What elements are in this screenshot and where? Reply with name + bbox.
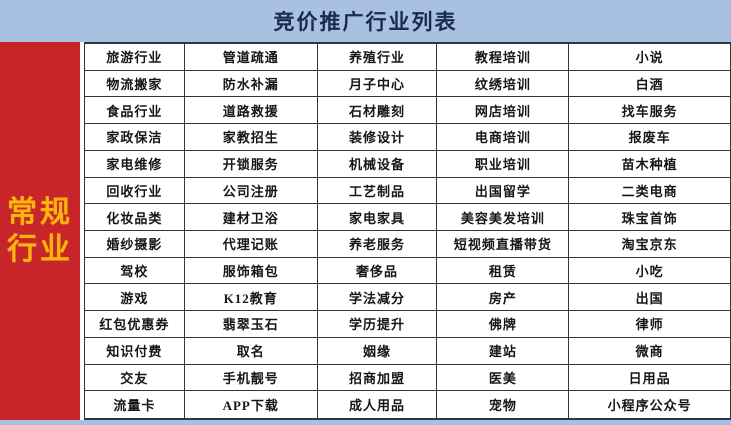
table-cell: 道路救援 (184, 97, 318, 125)
table-cell: 翡翠玉石 (184, 311, 318, 338)
table-cell: 知识付费 (85, 337, 185, 365)
table-cell: 防水补漏 (184, 70, 318, 98)
table-cell: 二类电商 (569, 177, 731, 205)
table-cell: 淘宝京东 (569, 230, 731, 258)
table-cell: 红包优惠券 (85, 311, 185, 338)
footer-strip (0, 420, 731, 425)
table-cell: 学历提升 (317, 311, 438, 338)
table-cell: 宠物 (437, 391, 570, 418)
table-cell: 管道疏通 (184, 44, 318, 71)
sidebar-label-line1: 常规 (7, 195, 73, 229)
table-cell: 流量卡 (85, 391, 185, 418)
table-cell: 奢侈品 (317, 257, 438, 285)
table-cell: 养殖行业 (317, 44, 438, 71)
table-cell: 纹绣培训 (437, 70, 570, 98)
table-cell: 家电家具 (317, 204, 438, 231)
table-cell: 建材卫浴 (184, 204, 318, 231)
table-cell: 佛牌 (437, 311, 570, 338)
table-cell: 取名 (184, 337, 318, 365)
table-cell: APP下载 (184, 391, 318, 418)
category-sidebar: 常规 行业 (0, 42, 80, 420)
page-title: 竞价推广行业列表 (273, 10, 458, 34)
table-cell: 招商加盟 (317, 364, 438, 392)
table-cell: 成人用品 (317, 391, 438, 418)
table-cell: 家政保洁 (85, 124, 185, 151)
table-cell: 交友 (85, 364, 185, 392)
table-cell: 石材雕刻 (317, 97, 438, 125)
sidebar-table-divider (80, 42, 84, 420)
table-cell: 珠宝首饰 (569, 204, 731, 231)
table-cell: 姻缘 (317, 337, 438, 365)
table-cell: 食品行业 (85, 97, 185, 125)
sidebar-label-line2: 行业 (7, 233, 73, 266)
table-cell: 微商 (569, 337, 731, 365)
table-cell: 租赁 (437, 257, 570, 285)
table-cell: 职业培训 (437, 150, 570, 178)
table-cell: 小说 (569, 44, 731, 71)
page-header: 竞价推广行业列表 (0, 0, 731, 42)
table-cell: 出国 (569, 284, 731, 312)
table-cell: 物流搬家 (85, 70, 185, 98)
table-cell: 家教招生 (184, 124, 318, 151)
table-cell: 月子中心 (317, 70, 438, 98)
table-cell: K12教育 (184, 284, 318, 312)
table-cell: 出国留学 (437, 177, 570, 205)
table-cell: 装修设计 (317, 124, 438, 151)
table-cell: 网店培训 (437, 97, 570, 125)
table-cell: 游戏 (85, 284, 185, 312)
table-cell: 苗木种植 (569, 150, 731, 178)
table-cell: 日用品 (569, 364, 731, 392)
main-area: 常规 行业 旅游行业 管道疏通 养殖行业 教程培训 小说物流搬家 防水补漏 月子中心 纹绣培训… (0, 42, 731, 420)
table-cell: 电商培训 (437, 124, 570, 151)
table-cell: 开锁服务 (184, 150, 318, 178)
table-cell: 公司注册 (184, 177, 318, 205)
table-cell: 养老服务 (317, 230, 438, 258)
table-cell: 小吃 (569, 257, 731, 285)
table-cell: 代理记账 (184, 230, 318, 258)
table-cell: 报废车 (569, 124, 731, 151)
table-cell: 手机靓号 (184, 364, 318, 392)
table-cell: 服饰箱包 (184, 257, 318, 285)
table-cell: 美容美发培训 (437, 204, 570, 231)
table-cell: 白酒 (569, 70, 731, 98)
table-cell: 驾校 (85, 257, 185, 285)
table-cell: 建站 (437, 337, 570, 365)
table-cell: 找车服务 (569, 97, 731, 125)
table-cell: 工艺制品 (317, 177, 438, 205)
table-cell: 婚纱摄影 (85, 230, 185, 258)
table-cell: 教程培训 (437, 44, 570, 71)
table-cell: 回收行业 (85, 177, 185, 205)
table-cell: 医美 (437, 364, 570, 392)
table-cell: 小程序公众号 (569, 391, 731, 418)
table-cell: 机械设备 (317, 150, 438, 178)
table-cell: 旅游行业 (85, 44, 185, 71)
table-cell: 学法减分 (317, 284, 438, 312)
table-cell: 化妆品类 (85, 204, 185, 231)
table-cell: 房产 (437, 284, 570, 312)
industry-table: 旅游行业 管道疏通 养殖行业 教程培训 小说物流搬家 防水补漏 月子中心 纹绣培训 白酒食品行业… (84, 42, 731, 420)
table-cell: 家电维修 (85, 150, 185, 178)
table-cell: 律师 (569, 311, 731, 338)
table-cell: 短视频直播带货 (437, 230, 570, 258)
